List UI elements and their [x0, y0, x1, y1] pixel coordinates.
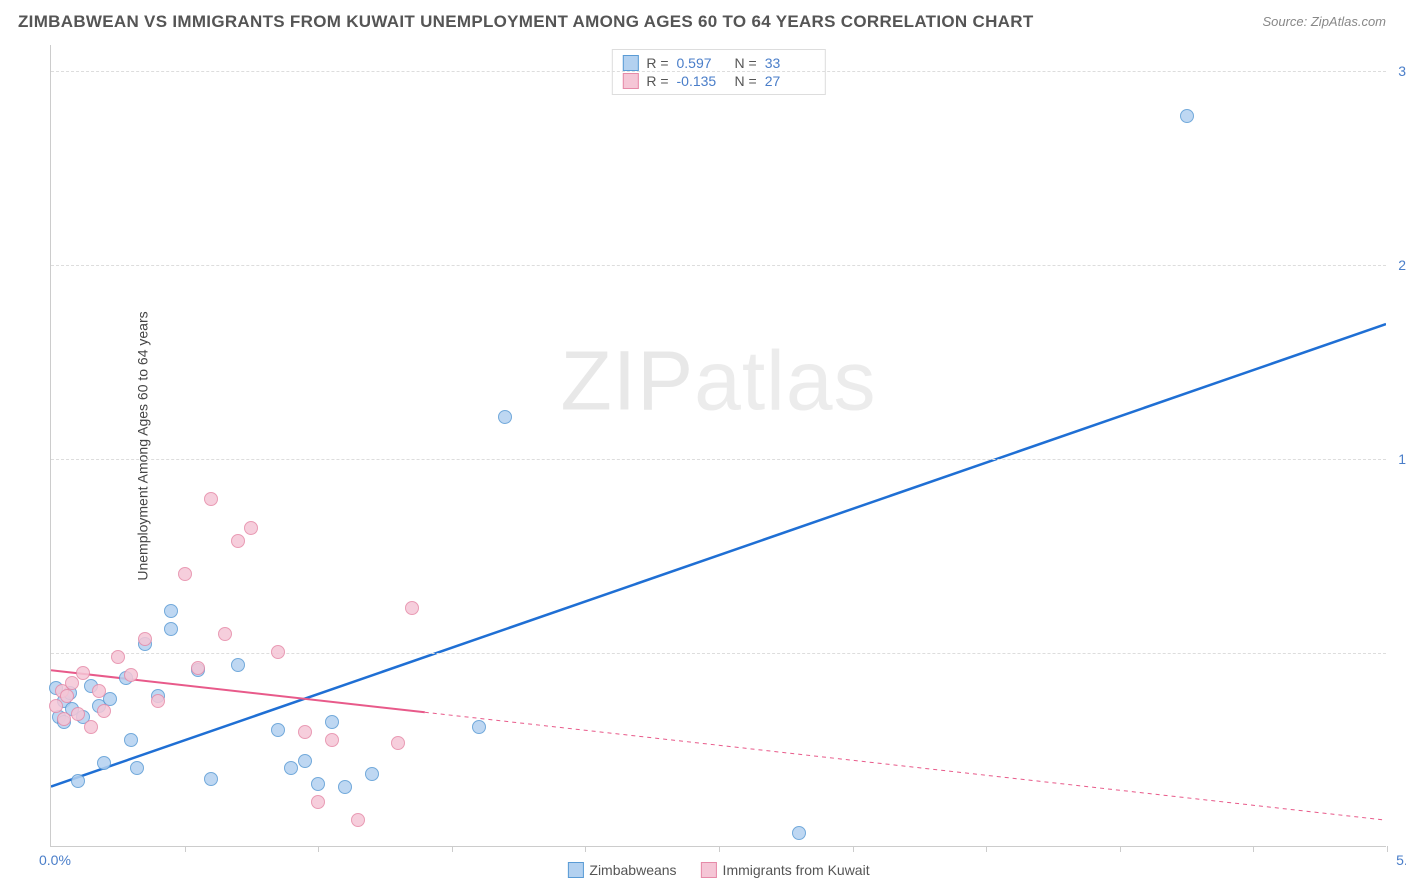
- scatter-point: [111, 650, 125, 664]
- legend-series-item: Immigrants from Kuwait: [701, 862, 870, 878]
- legend-correlation-row: R = 0.597 N = 33: [622, 54, 814, 72]
- scatter-point: [1180, 109, 1194, 123]
- chart-title: ZIMBABWEAN VS IMMIGRANTS FROM KUWAIT UNE…: [18, 12, 1034, 32]
- scatter-point: [65, 676, 79, 690]
- legend-n-value: 33: [765, 55, 815, 71]
- scatter-point: [792, 826, 806, 840]
- scatter-point: [351, 813, 365, 827]
- scatter-point: [164, 604, 178, 618]
- x-tick: [853, 846, 854, 852]
- scatter-point: [405, 601, 419, 615]
- trend-line-solid: [51, 324, 1386, 787]
- x-axis-max-label: 5.0%: [1396, 852, 1406, 868]
- scatter-point: [218, 627, 232, 641]
- legend-series-label: Immigrants from Kuwait: [723, 862, 870, 878]
- legend-correlation-box: R = 0.597 N = 33 R = -0.135 N = 27: [611, 49, 825, 95]
- x-tick: [719, 846, 720, 852]
- scatter-point: [204, 492, 218, 506]
- x-axis-min-label: 0.0%: [39, 852, 71, 868]
- legend-r-label: R =: [646, 55, 668, 71]
- scatter-point: [271, 645, 285, 659]
- scatter-point: [97, 756, 111, 770]
- legend-r-value: 0.597: [677, 55, 727, 71]
- scatter-point: [311, 795, 325, 809]
- scatter-point: [498, 410, 512, 424]
- source-attribution: Source: ZipAtlas.com: [1262, 14, 1386, 29]
- scatter-point: [311, 777, 325, 791]
- x-tick: [318, 846, 319, 852]
- grid-line: [51, 265, 1386, 266]
- scatter-point: [325, 733, 339, 747]
- legend-n-value: 27: [765, 73, 815, 89]
- scatter-point: [124, 668, 138, 682]
- legend-correlation-row: R = -0.135 N = 27: [622, 72, 814, 90]
- scatter-point: [92, 684, 106, 698]
- scatter-point: [365, 767, 379, 781]
- trend-lines-svg: [51, 45, 1386, 846]
- x-tick: [986, 846, 987, 852]
- scatter-point: [472, 720, 486, 734]
- y-tick-label: 15.0%: [1398, 451, 1406, 467]
- legend-swatch: [567, 862, 583, 878]
- scatter-point: [124, 733, 138, 747]
- legend-series-item: Zimbabweans: [567, 862, 676, 878]
- scatter-point: [298, 725, 312, 739]
- grid-line: [51, 653, 1386, 654]
- x-tick: [452, 846, 453, 852]
- scatter-point: [338, 780, 352, 794]
- scatter-point: [49, 699, 63, 713]
- scatter-point: [231, 658, 245, 672]
- grid-line: [51, 459, 1386, 460]
- legend-swatch: [622, 55, 638, 71]
- scatter-point: [138, 632, 152, 646]
- scatter-point: [391, 736, 405, 750]
- scatter-point: [71, 707, 85, 721]
- legend-series: Zimbabweans Immigrants from Kuwait: [567, 862, 869, 878]
- scatter-point: [97, 704, 111, 718]
- legend-n-label: N =: [735, 73, 757, 89]
- legend-swatch: [701, 862, 717, 878]
- plot-area: ZIPatlas R =0.597N =33R =-0.135N =27 0.0…: [50, 45, 1386, 847]
- watermark: ZIPatlas: [560, 333, 876, 430]
- y-tick-label: 22.5%: [1398, 257, 1406, 273]
- watermark-zip: ZIP: [560, 334, 694, 428]
- scatter-point: [57, 712, 71, 726]
- scatter-point: [325, 715, 339, 729]
- y-tick-label: 30.0%: [1398, 63, 1406, 79]
- scatter-point: [204, 772, 218, 786]
- scatter-point: [284, 761, 298, 775]
- scatter-point: [71, 774, 85, 788]
- scatter-point: [76, 666, 90, 680]
- x-tick: [1253, 846, 1254, 852]
- scatter-point: [151, 694, 165, 708]
- scatter-point: [178, 567, 192, 581]
- legend-r-value: -0.135: [677, 73, 727, 89]
- scatter-point: [60, 689, 74, 703]
- scatter-point: [231, 534, 245, 548]
- x-tick: [585, 846, 586, 852]
- trend-line-dashed: [425, 712, 1386, 820]
- scatter-point: [191, 661, 205, 675]
- x-tick: [1120, 846, 1121, 852]
- scatter-point: [130, 761, 144, 775]
- chart-container: ZIMBABWEAN VS IMMIGRANTS FROM KUWAIT UNE…: [0, 0, 1406, 892]
- scatter-point: [164, 622, 178, 636]
- scatter-point: [271, 723, 285, 737]
- legend-n-label: N =: [735, 55, 757, 71]
- legend-series-label: Zimbabweans: [589, 862, 676, 878]
- legend-swatch: [622, 73, 638, 89]
- scatter-point: [244, 521, 258, 535]
- scatter-point: [298, 754, 312, 768]
- x-tick: [1387, 846, 1388, 852]
- x-tick: [185, 846, 186, 852]
- grid-line: [51, 71, 1386, 72]
- scatter-point: [84, 720, 98, 734]
- legend-r-label: R =: [646, 73, 668, 89]
- watermark-atlas: atlas: [694, 334, 876, 428]
